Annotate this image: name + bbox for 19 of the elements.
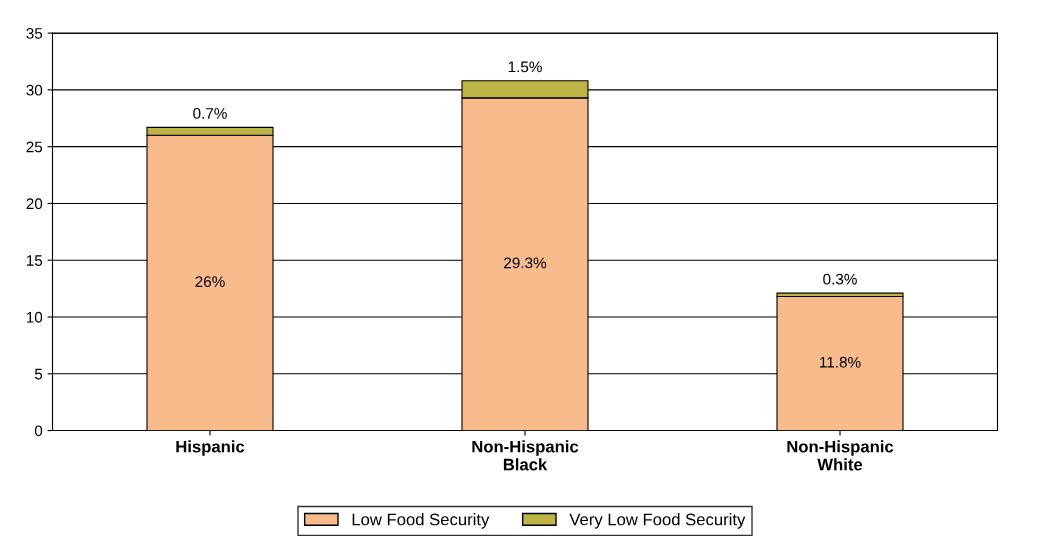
y-tick-label: 5 <box>34 368 43 380</box>
data-label: 26% <box>195 276 225 288</box>
legend-label: Very Low Food Security <box>569 513 746 529</box>
legend-label: Low Food Security <box>352 513 490 529</box>
data-label: 29.3% <box>504 257 547 269</box>
y-tick-label: 35 <box>26 27 43 39</box>
y-tick-label: 20 <box>26 198 43 210</box>
y-tick-label: 30 <box>26 84 43 96</box>
x-tick-label: Hispanic <box>176 440 245 456</box>
data-label: 0.7% <box>193 107 227 119</box>
data-label: 0.3% <box>823 273 857 285</box>
x-tick-label: Non-Hispanic White <box>787 440 894 471</box>
x-tick-label: Non-Hispanic Black <box>472 440 579 471</box>
data-label: 11.8% <box>820 356 861 368</box>
y-tick-label: 0 <box>34 425 43 437</box>
y-tick-label: 15 <box>26 255 43 266</box>
data-label: 1.5% <box>508 61 542 73</box>
y-tick-label: 25 <box>26 141 43 153</box>
y-tick-label: 10 <box>26 311 43 323</box>
